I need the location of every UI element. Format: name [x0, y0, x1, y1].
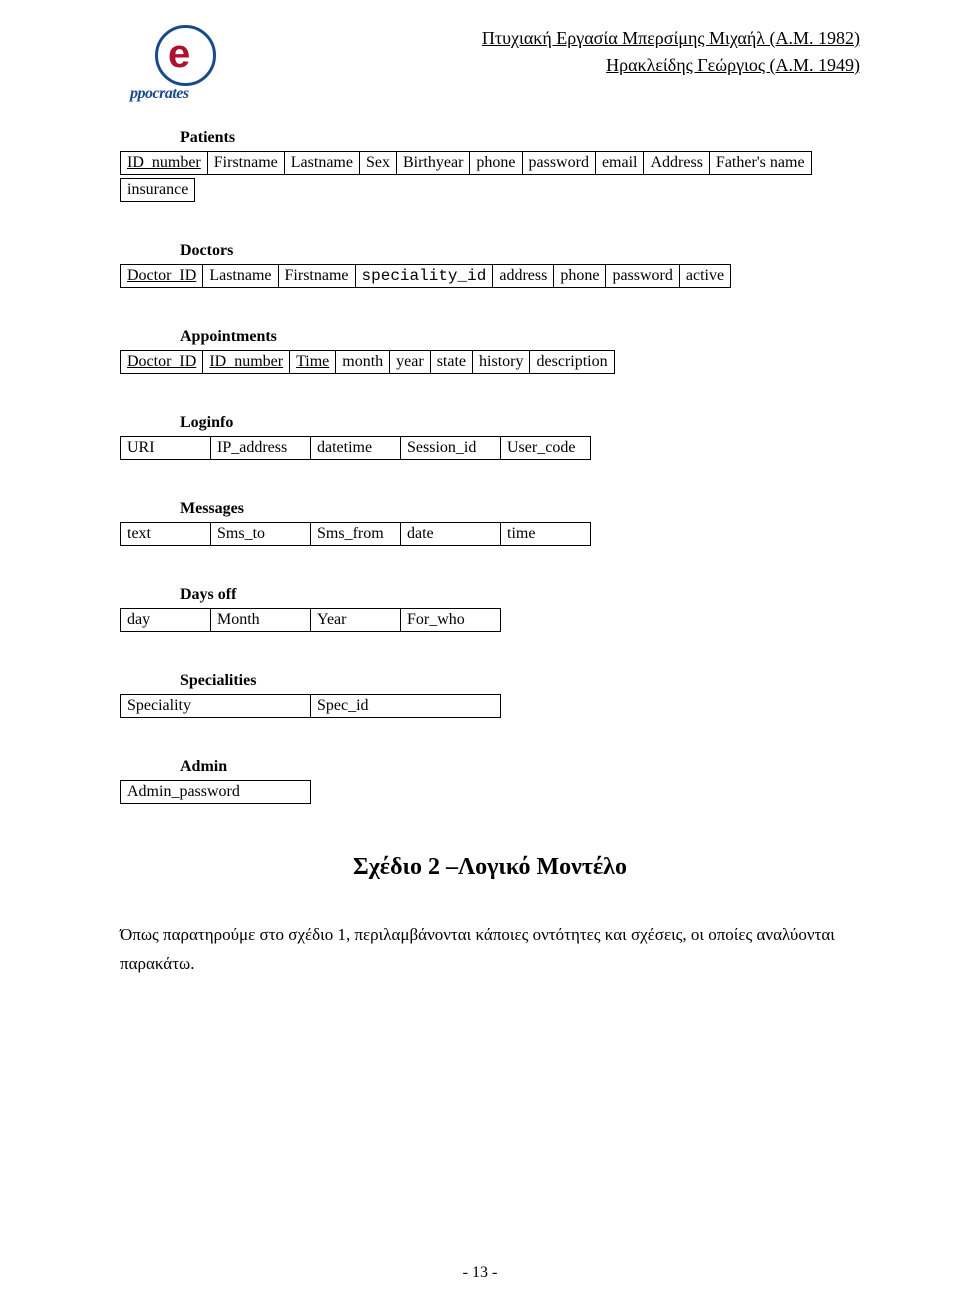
patients-table-row2: insurance	[120, 178, 195, 202]
daysoff-label: Days off	[180, 586, 860, 604]
messages-col: Sms_from	[311, 523, 401, 546]
doctors-col: Lastname	[203, 265, 278, 288]
logo: e ppocrates	[120, 20, 250, 105]
appointments-col: description	[530, 351, 614, 374]
admin-col: Admin_password	[121, 781, 311, 804]
messages-col: text	[121, 523, 211, 546]
page-number: - 13 -	[0, 1264, 960, 1282]
admin-label: Admin	[180, 758, 860, 776]
doctors-col: Doctor_ID	[121, 265, 203, 288]
header-line-2: Ηρακλείδης Γεώργιος (Α.Μ. 1949)	[430, 55, 860, 76]
messages-col: date	[401, 523, 501, 546]
patients-col: Birthyear	[396, 152, 469, 175]
messages-col: time	[501, 523, 591, 546]
patients-col: Address	[644, 152, 709, 175]
daysoff-col: Year	[311, 609, 401, 632]
patients-col: ID_number	[121, 152, 208, 175]
doctors-col: Firstname	[278, 265, 355, 288]
doctors-col: password	[606, 265, 679, 288]
loginfo-col: IP_address	[211, 437, 311, 460]
patients-col: Sex	[359, 152, 396, 175]
doctors-col: address	[493, 265, 554, 288]
loginfo-col: URI	[121, 437, 211, 460]
appointments-col: year	[390, 351, 431, 374]
body-paragraph: Όπως παρατηρούμε στο σχέδιο 1, περιλαμβά…	[120, 921, 860, 979]
messages-col: Sms_to	[211, 523, 311, 546]
daysoff-col: day	[121, 609, 211, 632]
doctors-label: Doctors	[180, 242, 860, 260]
specialities-label: Specialities	[180, 672, 860, 690]
loginfo-col: Session_id	[401, 437, 501, 460]
appointments-col: Time	[290, 351, 336, 374]
messages-table: text Sms_to Sms_from date time	[120, 522, 591, 546]
appointments-col: state	[430, 351, 472, 374]
specialities-col: Speciality	[121, 695, 311, 718]
page-header: e ppocrates Πτυχιακή Εργασία Μπερσίμης Μ…	[120, 20, 860, 105]
appointments-col: Doctor_ID	[121, 351, 203, 374]
doctors-table: Doctor_ID Lastname Firstname speciality_…	[120, 264, 731, 288]
daysoff-col: Month	[211, 609, 311, 632]
logo-brand: ppocrates	[130, 85, 189, 103]
loginfo-table: URI IP_address datetime Session_id User_…	[120, 436, 591, 460]
logo-letter: e	[168, 32, 190, 77]
appointments-col: month	[336, 351, 390, 374]
loginfo-col: datetime	[311, 437, 401, 460]
patients-col: insurance	[121, 179, 195, 202]
header-line-1: Πτυχιακή Εργασία Μπερσίμης Μιχαήλ (Α.Μ. …	[430, 28, 860, 49]
messages-label: Messages	[180, 500, 860, 518]
loginfo-col: User_code	[501, 437, 591, 460]
patients-col: Firstname	[207, 152, 284, 175]
loginfo-label: Loginfo	[180, 414, 860, 432]
section-title: Σχέδιο 2 –Λογικό Μοντέλο	[120, 854, 860, 881]
patients-label: Patients	[180, 129, 860, 147]
doctors-col: phone	[554, 265, 606, 288]
appointments-label: Appointments	[180, 328, 860, 346]
patients-col: email	[595, 152, 644, 175]
patients-col: Lastname	[284, 152, 359, 175]
header-titles: Πτυχιακή Εργασία Μπερσίμης Μιχαήλ (Α.Μ. …	[430, 20, 860, 82]
specialities-col: Spec_id	[311, 695, 501, 718]
patients-col: Father's name	[709, 152, 811, 175]
doctors-col: active	[679, 265, 730, 288]
specialities-table: Speciality Spec_id	[120, 694, 501, 718]
patients-col: phone	[470, 152, 522, 175]
doctors-col: speciality_id	[355, 265, 493, 288]
appointments-table: Doctor_ID ID_number Time month year stat…	[120, 350, 615, 374]
appointments-col: history	[473, 351, 530, 374]
appointments-col: ID_number	[203, 351, 290, 374]
patients-col: password	[522, 152, 595, 175]
daysoff-table: day Month Year For_who	[120, 608, 501, 632]
patients-table: ID_number Firstname Lastname Sex Birthye…	[120, 151, 812, 175]
admin-table: Admin_password	[120, 780, 311, 804]
daysoff-col: For_who	[401, 609, 501, 632]
